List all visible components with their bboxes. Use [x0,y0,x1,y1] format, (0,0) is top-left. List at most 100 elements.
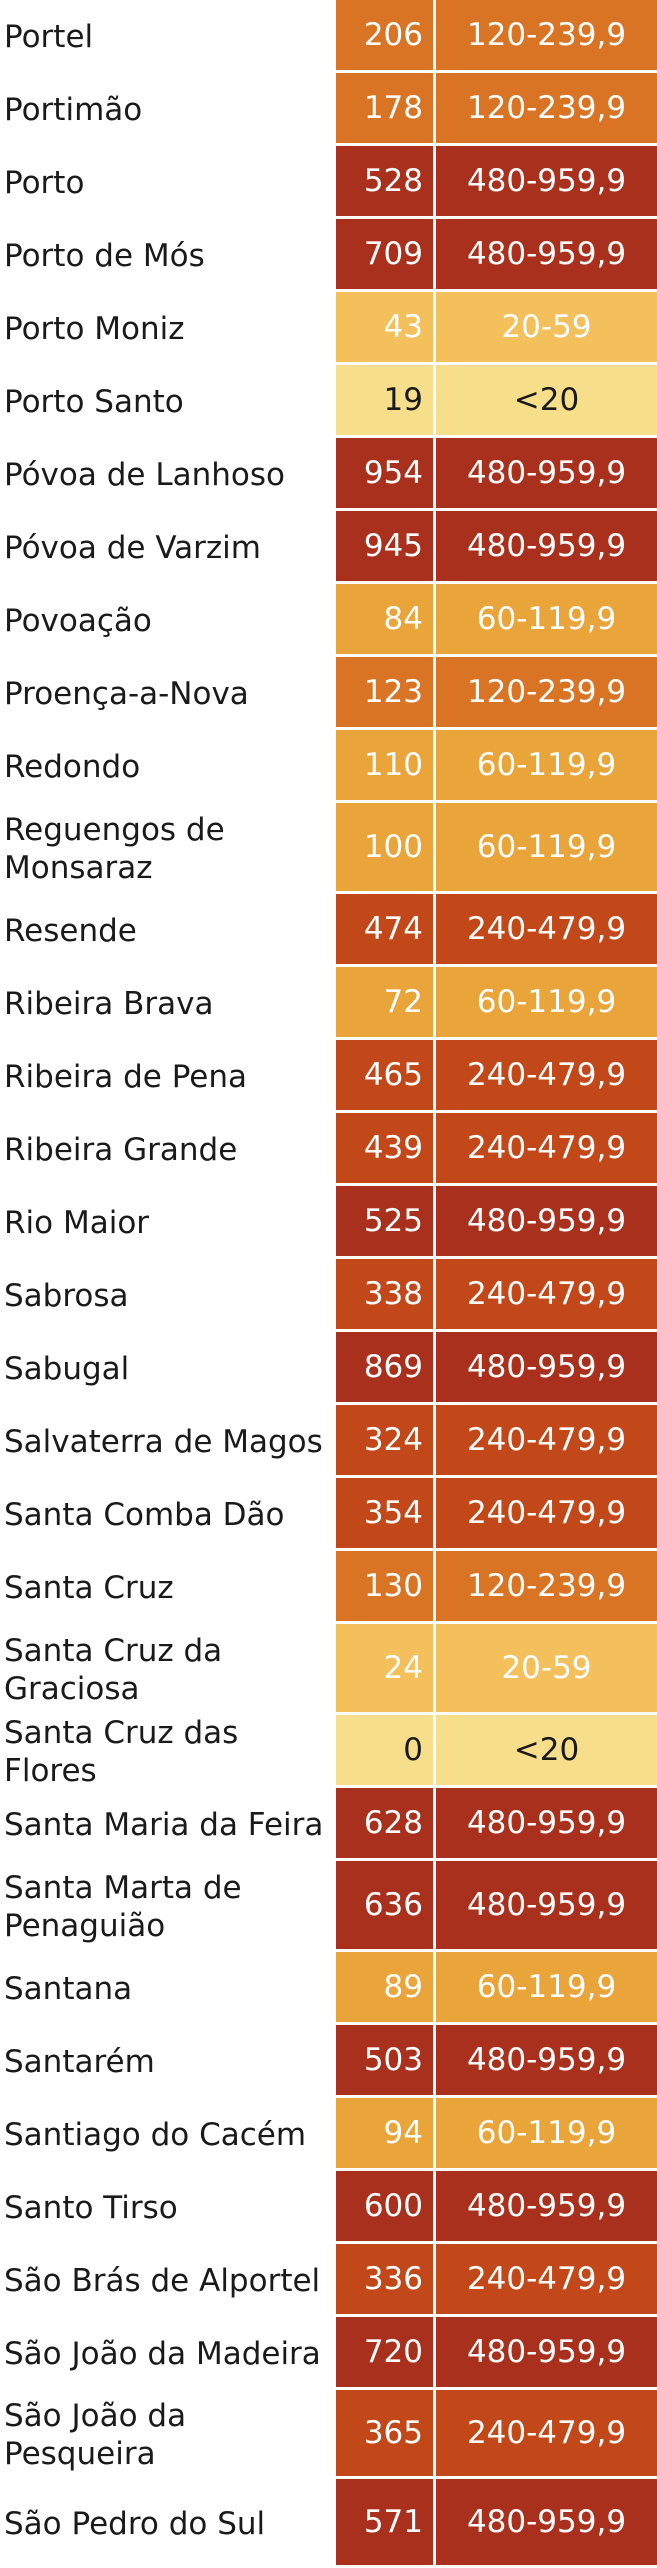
municipality-name: Santa Maria da Feira [0,1788,336,1861]
case-count-cell: 178 [336,73,436,146]
table-row: Porto Santo 19 <20 [0,365,657,438]
table-row: Santana 89 60-119,9 [0,1952,657,2025]
range-cell: 60-119,9 [436,803,657,894]
table-row: Povoação 84 60-119,9 [0,584,657,657]
municipality-name: Santa Marta de Penaguião [0,1861,336,1952]
table-row: Santa Marta de Penaguião 636 480-959,9 [0,1861,657,1952]
table-row: Porto 528 480-959,9 [0,146,657,219]
table-row: Rio Maior 525 480-959,9 [0,1186,657,1259]
case-count-cell: 336 [336,2244,436,2317]
range-cell: 240-479,9 [436,2244,657,2317]
table-row: São Brás de Alportel 336 240-479,9 [0,2244,657,2317]
case-count-cell: 465 [336,1040,436,1113]
case-count-cell: 19 [336,365,436,438]
table-row: Porto Moniz 43 20-59 [0,292,657,365]
municipality-name: Póvoa de Varzim [0,511,336,584]
range-cell: 480-959,9 [436,2025,657,2098]
table-row: Porto de Mós 709 480-959,9 [0,219,657,292]
range-cell: 480-959,9 [436,1861,657,1952]
table-row: Santa Cruz das Flores 0 <20 [0,1715,657,1789]
case-count-cell: 354 [336,1478,436,1551]
municipality-name: Santiago do Cacém [0,2098,336,2171]
table-row: Santiago do Cacém 94 60-119,9 [0,2098,657,2171]
range-cell: 480-959,9 [436,2479,657,2568]
range-cell: 240-479,9 [436,1113,657,1186]
range-cell: 480-959,9 [436,146,657,219]
range-cell: <20 [436,365,657,438]
municipality-name: Resende [0,894,336,967]
case-count-cell: 571 [336,2479,436,2568]
municipality-name: Reguengos de Monsaraz [0,803,336,894]
case-count-cell: 110 [336,730,436,803]
table-row: Resende 474 240-479,9 [0,894,657,967]
case-count-cell: 600 [336,2171,436,2244]
case-count-cell: 89 [336,1952,436,2025]
municipality-name: Santarém [0,2025,336,2098]
case-count-cell: 123 [336,657,436,730]
case-count-cell: 525 [336,1186,436,1259]
case-count-cell: 72 [336,967,436,1040]
municipality-name: Porto [0,146,336,219]
case-count-cell: 24 [336,1624,436,1715]
case-count-cell: 439 [336,1113,436,1186]
table-row: Santo Tirso 600 480-959,9 [0,2171,657,2244]
municipality-name: Ribeira Brava [0,967,336,1040]
municipality-name: Povoação [0,584,336,657]
municipality-name: Santo Tirso [0,2171,336,2244]
municipality-name: Santa Comba Dão [0,1478,336,1551]
range-cell: 480-959,9 [436,1788,657,1861]
table-row: São João da Madeira 720 480-959,9 [0,2317,657,2390]
municipality-name: Santa Cruz [0,1551,336,1624]
municipality-name: São Brás de Alportel [0,2244,336,2317]
range-cell: 240-479,9 [436,894,657,967]
municipality-name: Salvaterra de Magos [0,1405,336,1478]
case-count-cell: 945 [336,511,436,584]
table-row: Póvoa de Lanhoso 954 480-959,9 [0,438,657,511]
table-row: Santa Cruz da Graciosa 24 20-59 [0,1624,657,1715]
table-row: Ribeira Grande 439 240-479,9 [0,1113,657,1186]
case-count-cell: 130 [336,1551,436,1624]
range-cell: 480-959,9 [436,219,657,292]
case-count-cell: 43 [336,292,436,365]
range-cell: 240-479,9 [436,1405,657,1478]
range-cell: 120-239,9 [436,73,657,146]
table-row: Santarém 503 480-959,9 [0,2025,657,2098]
table-row: Sabugal 869 480-959,9 [0,1332,657,1405]
range-cell: 480-959,9 [436,511,657,584]
municipality-name: Póvoa de Lanhoso [0,438,336,511]
range-cell: 480-959,9 [436,438,657,511]
range-cell: <20 [436,1715,657,1788]
case-count-cell: 709 [336,219,436,292]
table-row: Santa Maria da Feira 628 480-959,9 [0,1788,657,1861]
range-cell: 20-59 [436,292,657,365]
municipality-name: Portimão [0,73,336,146]
municipality-name: Ribeira de Pena [0,1040,336,1113]
table-row: Ribeira Brava 72 60-119,9 [0,967,657,1040]
municipality-name: Porto Moniz [0,292,336,365]
range-cell: 120-239,9 [436,0,657,73]
municipality-name: São João da Madeira [0,2317,336,2390]
table-row: Portimão 178 120-239,9 [0,73,657,146]
municipality-name: Santa Cruz da Graciosa [0,1624,336,1715]
range-cell: 240-479,9 [436,1040,657,1113]
municipality-name: São João da Pesqueira [0,2390,336,2479]
case-count-cell: 474 [336,894,436,967]
municipality-name: Proença-a-Nova [0,657,336,730]
range-cell: 240-479,9 [436,1478,657,1551]
municipality-name: Redondo [0,730,336,803]
municipality-name: Ribeira Grande [0,1113,336,1186]
range-cell: 240-479,9 [436,1259,657,1332]
table-row: Santa Cruz 130 120-239,9 [0,1551,657,1624]
municipality-name: Sabugal [0,1332,336,1405]
case-count-cell: 100 [336,803,436,894]
municipality-name: Porto de Mós [0,219,336,292]
table-row: Ribeira de Pena 465 240-479,9 [0,1040,657,1113]
range-cell: 480-959,9 [436,2317,657,2390]
range-cell: 240-479,9 [436,2390,657,2479]
range-cell: 60-119,9 [436,967,657,1040]
table-row: São João da Pesqueira 365 240-479,9 [0,2390,657,2479]
municipality-name: Santana [0,1952,336,2025]
case-count-cell: 94 [336,2098,436,2171]
table-row: Póvoa de Varzim 945 480-959,9 [0,511,657,584]
